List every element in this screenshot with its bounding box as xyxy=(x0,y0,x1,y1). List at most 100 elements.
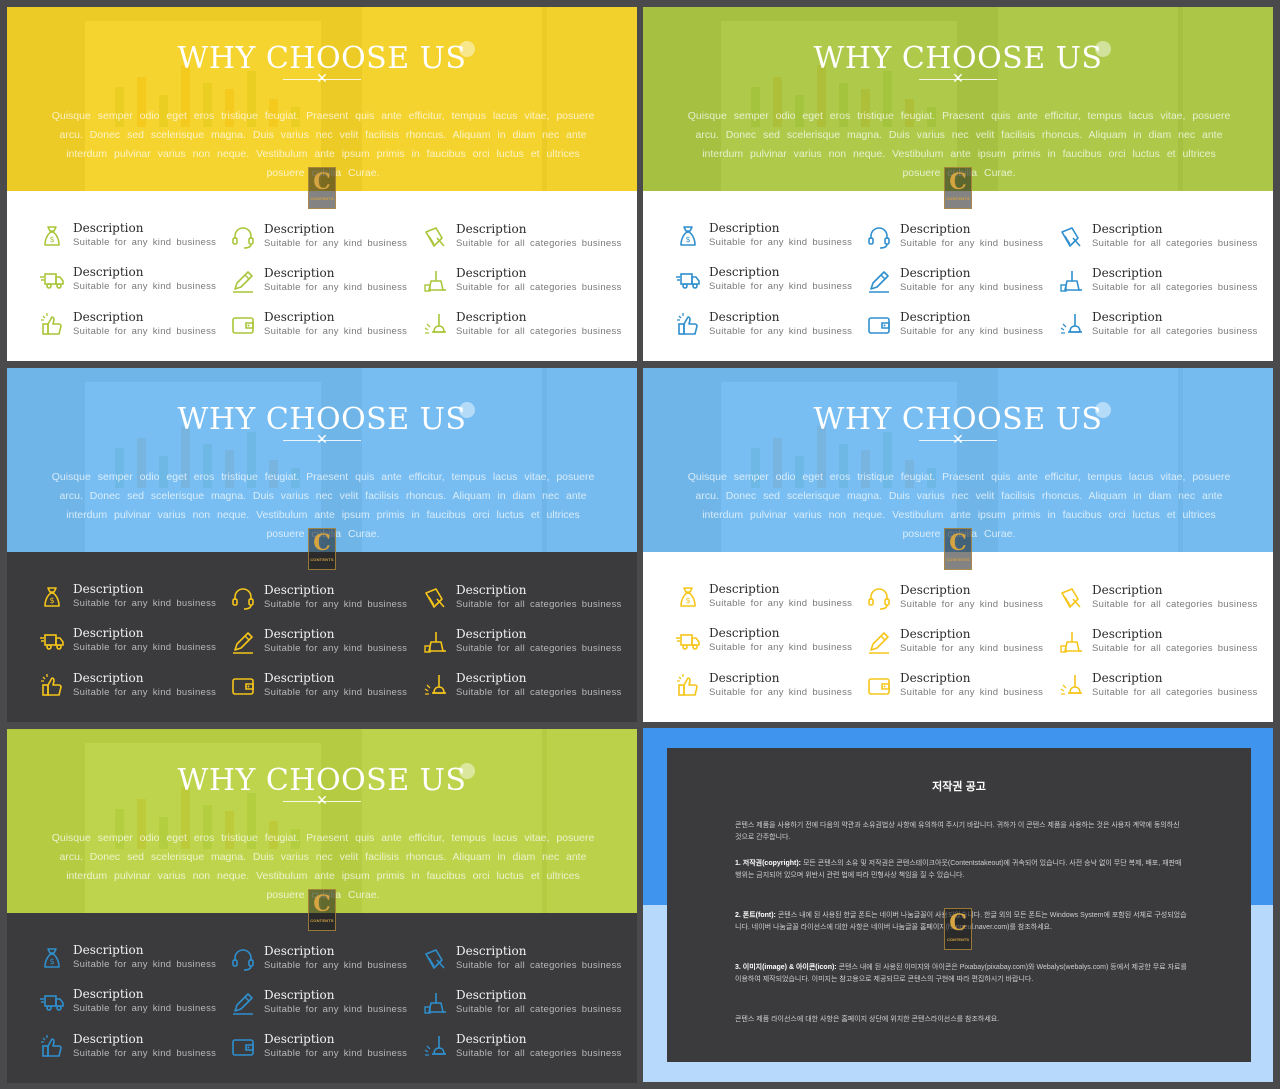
wallet-icon xyxy=(866,673,892,699)
logo-text: CONTENTS xyxy=(946,196,970,201)
feature-item: Description Suitable for any kind busines… xyxy=(39,626,229,660)
svg-text:$: $ xyxy=(49,235,54,244)
feature-item: Description Suitable for any kind busines… xyxy=(675,310,865,344)
feature-item: Description Suitable for all categories b… xyxy=(422,627,621,661)
feature-item: Description Suitable for all categories b… xyxy=(1058,671,1257,705)
feature-subtitle: Suitable for any kind business xyxy=(264,687,408,698)
feature-subtitle: Suitable for any kind business xyxy=(73,642,217,653)
cross-icon: ✕ xyxy=(316,793,328,809)
feature-subtitle: Suitable for all categories business xyxy=(456,643,622,654)
copyright-section-1-label: 1. 저작권(copyright): xyxy=(735,860,801,867)
feature-item: Description Suitable for any kind busines… xyxy=(39,671,229,705)
feature-item: Description Suitable for all categories b… xyxy=(422,222,621,256)
delivery-truck-icon xyxy=(675,628,701,654)
copyright-slide: 저작권 공고 콘텐스 제품을 사용하기 전에 다음의 약관과 소유권법상 사항에… xyxy=(643,728,1273,1082)
feature-item: Description Suitable for any kind busines… xyxy=(675,671,865,705)
logo-text: CONTENTS xyxy=(946,557,970,562)
feature-title: Description xyxy=(456,222,527,236)
feature-title: Description xyxy=(264,222,335,236)
feature-item: $ Description Suitable for any kind busine… xyxy=(39,943,229,977)
feature-title: Description xyxy=(456,627,527,641)
feature-title: Description xyxy=(900,310,971,324)
feature-subtitle: Suitable for any kind business xyxy=(73,281,217,292)
feature-title: Description xyxy=(73,626,144,640)
feature-subtitle: Suitable for any kind business xyxy=(264,1048,408,1059)
feature-subtitle: Suitable for any kind business xyxy=(264,643,408,654)
wallet-icon xyxy=(866,312,892,338)
features-panel: $ Description Suitable for any kind busine… xyxy=(7,913,637,1083)
plunger-icon xyxy=(422,1034,448,1060)
user-icon xyxy=(459,41,475,57)
feature-title: Description xyxy=(1092,627,1163,641)
feature-title: Description xyxy=(264,583,335,597)
plunger-icon xyxy=(1058,673,1084,699)
svg-text:$: $ xyxy=(49,957,54,966)
cross-icon: ✕ xyxy=(952,71,964,87)
feature-title: Description xyxy=(264,627,335,641)
feature-subtitle: Suitable for any kind business xyxy=(264,282,408,293)
cross-icon: ✕ xyxy=(316,432,328,448)
feature-item: Description Suitable for all categories b… xyxy=(1058,266,1257,300)
color-overlay xyxy=(7,368,637,552)
feature-subtitle: Suitable for any kind business xyxy=(709,642,853,653)
feature-subtitle: Suitable for any kind business xyxy=(709,326,853,337)
feature-item: Description Suitable for any kind busines… xyxy=(39,987,229,1021)
copyright-outro: 콘텐스 제품 라이선스에 대한 사항은 홈페이지 상단에 위치한 콘텐스라이선스… xyxy=(735,1016,1000,1023)
title-divider xyxy=(919,79,997,80)
thumbs-up-icon xyxy=(675,312,701,338)
feature-title: Description xyxy=(456,671,527,685)
feature-title: Description xyxy=(456,266,527,280)
slide-title: WHY CHOOSE US xyxy=(177,402,467,437)
logo-text: CONTENTS xyxy=(310,918,334,923)
headset-icon xyxy=(230,585,256,611)
feature-item: Description Suitable for all categories b… xyxy=(422,671,621,705)
feature-item: Description Suitable for any kind busines… xyxy=(39,1032,229,1066)
feature-subtitle: Suitable for all categories business xyxy=(456,326,622,337)
feature-title: Description xyxy=(1092,671,1163,685)
dustpan-icon xyxy=(1058,224,1084,250)
feature-title: Description xyxy=(1092,266,1163,280)
feature-title: Description xyxy=(900,583,971,597)
slide-yellow-light: WHY CHOOSE US ✕ Quisque semper odio eget e… xyxy=(7,7,637,361)
copyright-section-1: 1. 저작권(copyright): 모든 콘텐스의 소유 및 저작권은 콘텐스… xyxy=(735,858,1187,882)
feature-title: Description xyxy=(900,266,971,280)
feature-title: Description xyxy=(456,988,527,1002)
feature-title: Description xyxy=(709,626,780,640)
user-icon xyxy=(1095,41,1111,57)
feature-item: Description Suitable for all categories b… xyxy=(1058,310,1257,344)
feature-subtitle: Suitable for all categories business xyxy=(1092,326,1258,337)
feature-item: Description Suitable for all categories b… xyxy=(1058,222,1257,256)
feature-item: Description Suitable for any kind busines… xyxy=(230,310,420,344)
copyright-section-1-text: 모든 콘텐스의 소유 및 저작권은 콘텐스테이크아웃(Contentstakeo… xyxy=(735,860,1182,879)
logo-letter: C xyxy=(313,169,331,195)
feature-item: Description Suitable for all categories b… xyxy=(422,583,621,617)
feature-title: Description xyxy=(456,583,527,597)
feature-title: Description xyxy=(264,310,335,324)
slide-body-text: Quisque semper odio eget eros tristique … xyxy=(51,110,595,179)
thumbs-up-icon xyxy=(675,673,701,699)
feature-title: Description xyxy=(264,1032,335,1046)
feature-subtitle: Suitable for any kind business xyxy=(73,959,217,970)
feature-subtitle: Suitable for any kind business xyxy=(73,1048,217,1059)
feature-item: Description Suitable for all categories b… xyxy=(422,1032,621,1066)
feature-subtitle: Suitable for any kind business xyxy=(900,599,1044,610)
wallet-icon xyxy=(230,1034,256,1060)
feature-title: Description xyxy=(73,221,144,235)
feature-subtitle: Suitable for any kind business xyxy=(900,687,1044,698)
feature-subtitle: Suitable for any kind business xyxy=(900,326,1044,337)
logo-letter: C xyxy=(313,891,331,917)
feature-title: Description xyxy=(709,265,780,279)
color-overlay xyxy=(643,368,1273,552)
feature-item: Description Suitable for any kind busines… xyxy=(230,627,420,661)
delivery-truck-icon xyxy=(39,267,65,293)
cross-icon: ✕ xyxy=(316,71,328,87)
features-panel: $ Description Suitable for any kind busine… xyxy=(7,191,637,361)
feature-subtitle: Suitable for any kind business xyxy=(709,687,853,698)
color-overlay xyxy=(643,7,1273,191)
feature-title: Description xyxy=(900,671,971,685)
logo-letter: C xyxy=(949,530,967,556)
feature-item: Description Suitable for any kind busines… xyxy=(675,626,865,660)
headset-icon xyxy=(230,946,256,972)
feature-title: Description xyxy=(900,627,971,641)
feature-subtitle: Suitable for any kind business xyxy=(264,238,408,249)
